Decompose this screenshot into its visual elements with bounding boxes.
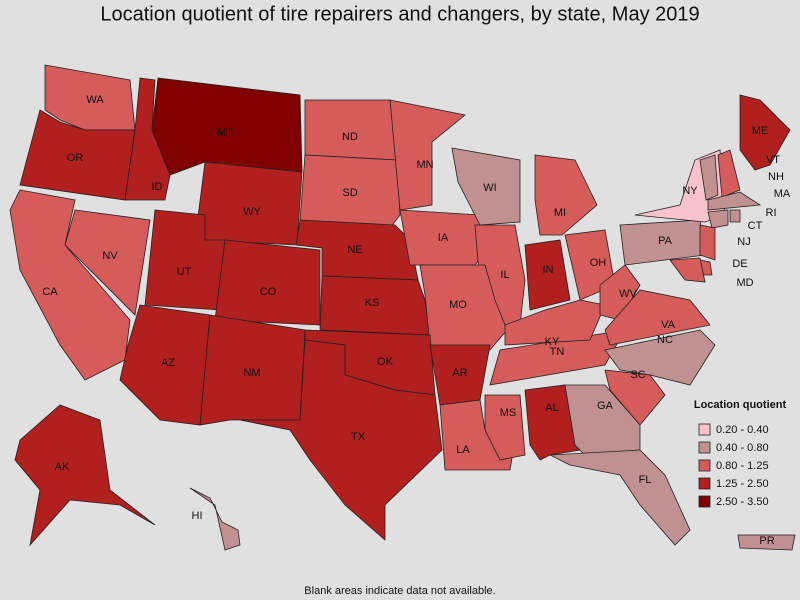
state bbox=[451, 147, 521, 226]
state-label: HI bbox=[192, 510, 203, 522]
state-label: KY bbox=[545, 336, 560, 348]
state-label: MT bbox=[217, 127, 233, 139]
state-label: VT bbox=[766, 154, 780, 166]
legend-label: 0.20 - 0.40 bbox=[716, 424, 769, 436]
state bbox=[194, 161, 303, 246]
state-label: IN bbox=[543, 264, 554, 276]
state-label: MS bbox=[500, 407, 517, 419]
state-label: NC bbox=[657, 334, 673, 346]
legend-swatch bbox=[698, 441, 711, 454]
state-label: NV bbox=[102, 250, 118, 262]
state bbox=[214, 239, 321, 326]
state bbox=[9, 189, 131, 381]
state-label: AL bbox=[545, 402, 558, 414]
state-label: GA bbox=[597, 400, 614, 412]
state bbox=[669, 257, 706, 283]
state-label: KS bbox=[365, 297, 380, 309]
state bbox=[534, 154, 598, 236]
state-label: NY bbox=[682, 185, 698, 197]
state-label: WA bbox=[86, 94, 104, 106]
state bbox=[124, 77, 171, 201]
state-label: MN bbox=[416, 159, 433, 171]
state bbox=[419, 264, 508, 351]
state-label: AK bbox=[55, 461, 70, 473]
state-label: CA bbox=[42, 286, 58, 298]
state-label: FL bbox=[639, 474, 652, 486]
legend-label: 1.25 - 2.50 bbox=[716, 478, 769, 490]
legend-label: 0.80 - 1.25 bbox=[716, 460, 769, 472]
state-label: NM bbox=[243, 367, 260, 379]
state-label: SD bbox=[342, 187, 357, 199]
state-label: MA bbox=[774, 188, 791, 200]
state-label: IL bbox=[500, 269, 509, 281]
legend-label: 2.50 - 3.50 bbox=[716, 496, 769, 508]
state-label: PA bbox=[658, 235, 673, 247]
state-label: UT bbox=[177, 266, 192, 278]
state-label: ME bbox=[752, 125, 769, 137]
state-label: AR bbox=[452, 367, 467, 379]
state bbox=[699, 154, 719, 201]
legend-title: Location quotient bbox=[694, 399, 787, 411]
state bbox=[524, 239, 571, 311]
legend-swatch bbox=[698, 477, 711, 490]
state-label: OR bbox=[67, 152, 84, 164]
state-label: WI bbox=[483, 182, 496, 194]
state bbox=[737, 534, 796, 551]
state bbox=[299, 154, 401, 229]
state bbox=[14, 404, 156, 547]
state-label: NE bbox=[347, 244, 362, 256]
state-label: AZ bbox=[161, 357, 175, 369]
state bbox=[604, 369, 666, 426]
state-label: ND bbox=[342, 131, 358, 143]
state bbox=[707, 191, 762, 211]
legend-swatch bbox=[698, 495, 711, 508]
state-label: NJ bbox=[737, 236, 750, 248]
state bbox=[189, 487, 241, 551]
legend-swatch bbox=[698, 423, 711, 436]
state-label: WY bbox=[243, 206, 261, 218]
map-title: Location quotient of tire repairers and … bbox=[100, 3, 699, 25]
state-label: RI bbox=[766, 207, 777, 219]
state-label: MI bbox=[554, 207, 566, 219]
state bbox=[239, 339, 443, 541]
footnote: Blank areas indicate data not available. bbox=[304, 585, 495, 597]
state bbox=[64, 209, 151, 316]
state-label: NH bbox=[768, 171, 784, 183]
state-label: MD bbox=[736, 277, 753, 289]
state-label: SC bbox=[630, 369, 645, 381]
state bbox=[739, 94, 791, 171]
state-label: VA bbox=[661, 319, 676, 331]
state-label: CT bbox=[748, 220, 763, 232]
state-label: DE bbox=[732, 258, 747, 270]
state bbox=[707, 209, 729, 229]
state bbox=[717, 149, 741, 198]
state-label: TX bbox=[351, 431, 366, 443]
state-label: TN bbox=[550, 346, 565, 358]
state-label: ID bbox=[152, 181, 163, 193]
state-label: LA bbox=[456, 444, 470, 456]
state bbox=[484, 394, 526, 461]
legend-label: 0.40 - 0.80 bbox=[716, 442, 769, 454]
state bbox=[604, 329, 716, 386]
state-label: MO bbox=[449, 299, 467, 311]
state-label: OH bbox=[590, 257, 607, 269]
state-label: WV bbox=[619, 288, 637, 300]
state-label: PR bbox=[759, 535, 774, 547]
state-label: OK bbox=[377, 356, 394, 368]
state-label: CO bbox=[260, 286, 277, 298]
legend-swatch bbox=[698, 459, 711, 472]
state bbox=[389, 99, 466, 211]
state bbox=[729, 209, 741, 223]
state bbox=[699, 224, 716, 261]
state-label: IA bbox=[438, 232, 449, 244]
state bbox=[604, 289, 711, 346]
state bbox=[548, 449, 691, 546]
